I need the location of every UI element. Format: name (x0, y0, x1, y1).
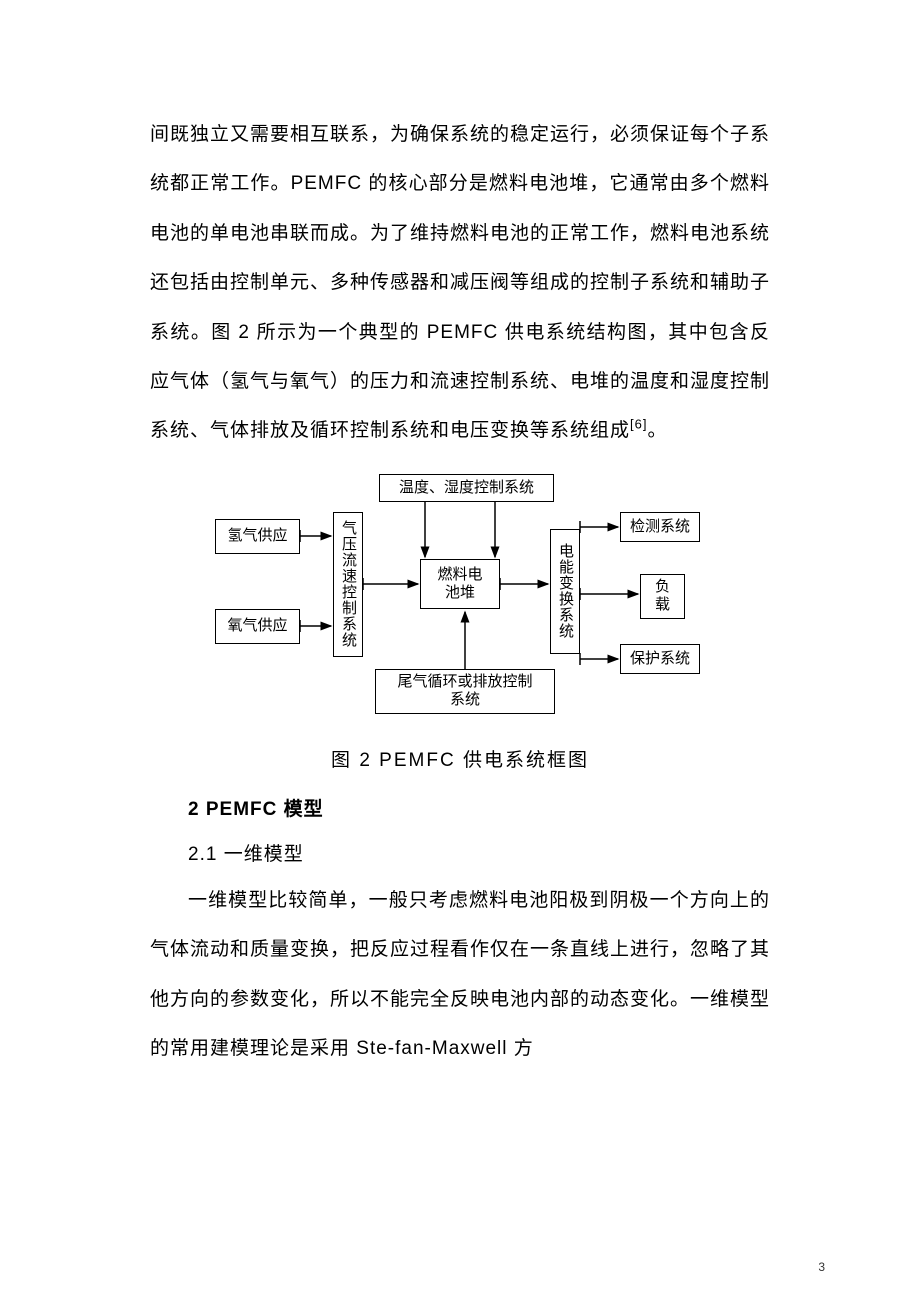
box-fuel-stack: 燃料电 池堆 (420, 559, 500, 609)
label-exhaust: 尾气循环或排放控制 系统 (397, 673, 532, 709)
label-load: 负 载 (655, 578, 670, 614)
box-temp-humidity: 温度、湿度控制系统 (379, 474, 554, 502)
figure-2: 温度、湿度控制系统 氢气供应 氧气供应 气压流速控制系统 燃料电 池堆 电能变换… (215, 474, 705, 772)
box-o2-supply: 氧气供应 (215, 609, 300, 644)
label-o2-supply: 氧气供应 (227, 617, 287, 635)
label-h2-supply: 氢气供应 (227, 527, 287, 545)
box-energy-conv: 电能变换系统 (550, 529, 580, 654)
heading-2: 2 PEMFC 模型 (150, 794, 770, 821)
para1-citation: [6] (630, 417, 647, 432)
para1-text-a: 间既独立又需要相互联系，为确保系统的稳定运行，必须保证每个子系统都正常工作。PE… (150, 124, 770, 441)
page: 间既独立又需要相互联系，为确保系统的稳定运行，必须保证每个子系统都正常工作。PE… (0, 0, 920, 1113)
label-energy-conv: 电能变换系统 (556, 543, 574, 639)
box-load: 负 载 (640, 574, 685, 619)
paragraph-2: 一维模型比较简单，一般只考虑燃料电池阳极到阴极一个方向上的气体流动和质量变换，把… (150, 876, 770, 1074)
box-h2-supply: 氢气供应 (215, 519, 300, 554)
box-protection: 保护系统 (620, 644, 700, 674)
page-number: 3 (818, 1260, 825, 1274)
subheading-2-1: 2.1 一维模型 (150, 839, 770, 866)
label-temp-humidity: 温度、湿度控制系统 (399, 479, 534, 497)
figure-caption: 图 2 PEMFC 供电系统框图 (215, 745, 705, 772)
paragraph-1: 间既独立又需要相互联系，为确保系统的稳定运行，必须保证每个子系统都正常工作。PE… (150, 110, 770, 456)
label-fuel-stack: 燃料电 池堆 (437, 566, 482, 602)
box-flow-control: 气压流速控制系统 (333, 512, 363, 657)
label-detection: 检测系统 (630, 518, 690, 536)
label-protection: 保护系统 (630, 650, 690, 668)
box-exhaust: 尾气循环或排放控制 系统 (375, 669, 555, 714)
label-flow-control: 气压流速控制系统 (339, 520, 357, 648)
box-detection: 检测系统 (620, 512, 700, 542)
pemfc-diagram: 温度、湿度控制系统 氢气供应 氧气供应 气压流速控制系统 燃料电 池堆 电能变换… (215, 474, 705, 739)
para1-text-b: 。 (647, 420, 667, 441)
